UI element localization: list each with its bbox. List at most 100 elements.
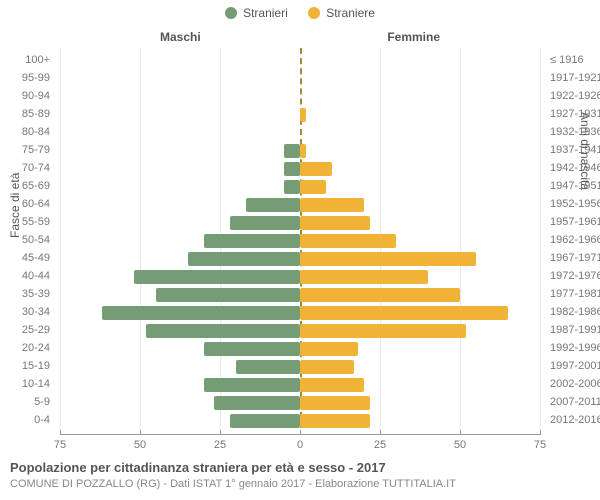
chart-subtitle: COMUNE DI POZZALLO (RG) - Dati ISTAT 1° …: [10, 478, 456, 490]
x-tick-mark: [460, 430, 461, 435]
x-tick-label: 25: [374, 439, 386, 451]
pyramid-row: 85-891927-1931: [60, 106, 540, 124]
column-header-right: Femmine: [387, 30, 440, 44]
bar-male: [204, 342, 300, 356]
x-tick-mark: [540, 430, 541, 435]
birth-year-label: 1962-1966: [550, 234, 600, 246]
bar-male: [134, 270, 300, 284]
pyramid-row: 75-791937-1941: [60, 142, 540, 160]
bar-female: [300, 108, 306, 122]
bar-male: [146, 324, 300, 338]
age-label: 75-79: [0, 144, 50, 156]
x-tick-mark: [140, 430, 141, 435]
pyramid-row: 40-441972-1976: [60, 268, 540, 286]
plot-area: 100+≤ 191695-991917-192190-941922-192685…: [60, 48, 540, 428]
age-label: 85-89: [0, 108, 50, 120]
bar-male: [214, 396, 300, 410]
birth-year-label: 1992-1996: [550, 342, 600, 354]
birth-year-label: 1957-1961: [550, 216, 600, 228]
pyramid-row: 20-241992-1996: [60, 340, 540, 358]
bar-male: [246, 198, 300, 212]
column-header-left: Maschi: [160, 30, 201, 44]
pyramid-row: 45-491967-1971: [60, 250, 540, 268]
age-label: 65-69: [0, 180, 50, 192]
pyramid-row: 35-391977-1981: [60, 286, 540, 304]
bar-female: [300, 324, 466, 338]
age-label: 25-29: [0, 324, 50, 336]
birth-year-label: 2002-2006: [550, 378, 600, 390]
pyramid-row: 30-341982-1986: [60, 304, 540, 322]
pyramid-row: 5-92007-2011: [60, 394, 540, 412]
age-label: 15-19: [0, 360, 50, 372]
age-label: 20-24: [0, 342, 50, 354]
age-label: 70-74: [0, 162, 50, 174]
pyramid-row: 25-291987-1991: [60, 322, 540, 340]
age-label: 5-9: [0, 396, 50, 408]
bar-female: [300, 216, 370, 230]
bar-male: [156, 288, 300, 302]
bar-female: [300, 288, 460, 302]
pyramid-row: 90-941922-1926: [60, 88, 540, 106]
bar-male: [230, 216, 300, 230]
bar-female: [300, 252, 476, 266]
legend-label-female: Straniere: [326, 6, 375, 20]
x-tick-mark: [220, 430, 221, 435]
bar-female: [300, 396, 370, 410]
birth-year-label: 1922-1926: [550, 90, 600, 102]
pyramid-row: 0-42012-2016: [60, 412, 540, 430]
age-label: 55-59: [0, 216, 50, 228]
age-label: 60-64: [0, 198, 50, 210]
x-tick-label: 50: [454, 439, 466, 451]
birth-year-label: 1952-1956: [550, 198, 600, 210]
bar-female: [300, 378, 364, 392]
legend-swatch-male: [225, 7, 237, 19]
pyramid-row: 10-142002-2006: [60, 376, 540, 394]
bar-female: [300, 342, 358, 356]
x-tick-mark: [380, 430, 381, 435]
birth-year-label: 1947-1951: [550, 180, 600, 192]
age-label: 35-39: [0, 288, 50, 300]
bar-male: [284, 180, 300, 194]
age-label: 45-49: [0, 252, 50, 264]
birth-year-label: 1972-1976: [550, 270, 600, 282]
birth-year-label: 1937-1941: [550, 144, 600, 156]
birth-year-label: 1982-1986: [550, 306, 600, 318]
legend: Stranieri Straniere: [0, 6, 600, 24]
x-tick-label: 0: [297, 439, 303, 451]
age-label: 40-44: [0, 270, 50, 282]
bar-female: [300, 360, 354, 374]
bar-female: [300, 180, 326, 194]
birth-year-label: 1932-1936: [550, 126, 600, 138]
x-tick-label: 75: [534, 439, 546, 451]
birth-year-label: 2007-2011: [550, 396, 600, 408]
age-label: 0-4: [0, 414, 50, 426]
x-tick-mark: [60, 430, 61, 435]
pyramid-row: 15-191997-2001: [60, 358, 540, 376]
legend-label-male: Stranieri: [243, 6, 288, 20]
bar-female: [300, 198, 364, 212]
bar-female: [300, 144, 306, 158]
bar-female: [300, 162, 332, 176]
age-label: 80-84: [0, 126, 50, 138]
legend-item-female: Straniere: [308, 6, 375, 20]
bar-female: [300, 306, 508, 320]
bar-female: [300, 270, 428, 284]
birth-year-label: 2012-2016: [550, 414, 600, 426]
bar-male: [284, 162, 300, 176]
birth-year-label: 1942-1946: [550, 162, 600, 174]
pyramid-row: 65-691947-1951: [60, 178, 540, 196]
birth-year-label: ≤ 1916: [550, 54, 600, 66]
legend-item-male: Stranieri: [225, 6, 288, 20]
chart-title: Popolazione per cittadinanza straniera p…: [10, 460, 386, 475]
bar-male: [236, 360, 300, 374]
x-tick-label: 25: [214, 439, 226, 451]
age-label: 100+: [0, 54, 50, 66]
birth-year-label: 1997-2001: [550, 360, 600, 372]
x-tick-mark: [300, 430, 301, 435]
pyramid-row: 60-641952-1956: [60, 196, 540, 214]
birth-year-label: 1927-1931: [550, 108, 600, 120]
x-axis: 7550250255075: [60, 434, 540, 454]
bar-male: [230, 414, 300, 428]
bar-male: [102, 306, 300, 320]
x-tick-label: 50: [134, 439, 146, 451]
